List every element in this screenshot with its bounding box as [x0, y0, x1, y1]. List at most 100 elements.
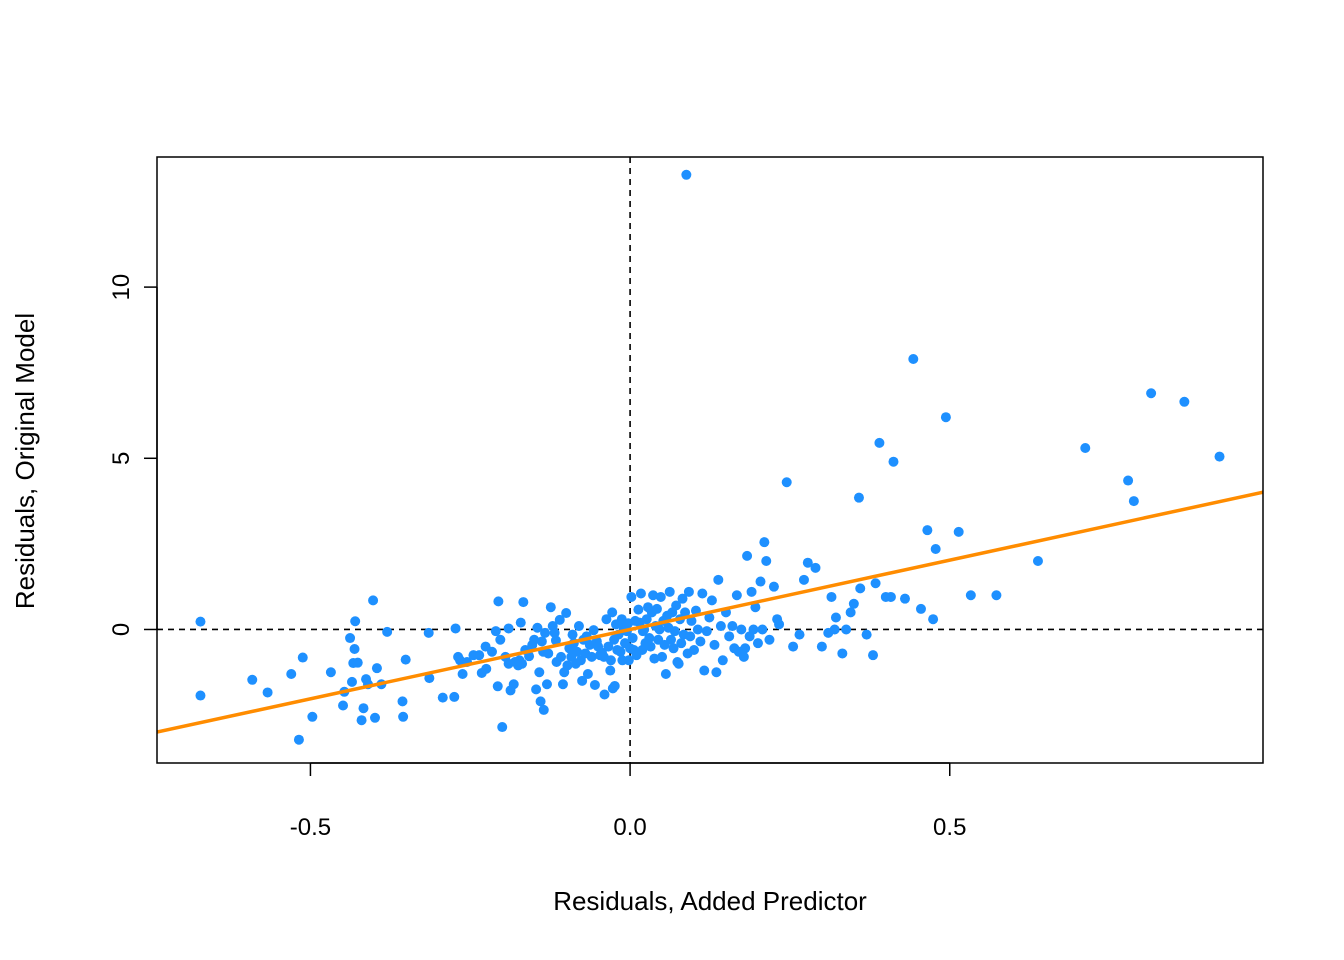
data-point	[1146, 388, 1157, 399]
data-point	[899, 593, 910, 604]
data-point	[802, 557, 813, 568]
data-point	[788, 641, 799, 652]
data-point	[701, 626, 712, 637]
data-point	[601, 614, 612, 625]
data-point	[529, 634, 540, 645]
data-point	[681, 169, 692, 180]
data-point	[607, 607, 618, 618]
data-point	[605, 665, 616, 676]
data-point	[641, 614, 652, 625]
data-point	[644, 633, 655, 644]
data-point	[623, 655, 634, 666]
x-axis: -0.5 0.0 0.5	[290, 762, 966, 841]
data-point	[1179, 396, 1190, 407]
data-point	[930, 544, 941, 555]
data-point	[382, 626, 393, 637]
reference-lines	[157, 157, 1263, 763]
data-point	[627, 633, 638, 644]
data-point	[572, 646, 583, 657]
data-point	[518, 597, 529, 608]
data-point	[761, 556, 772, 566]
data-point	[697, 588, 708, 599]
data-point	[486, 646, 497, 657]
data-point	[450, 623, 461, 634]
data-point	[645, 641, 656, 652]
data-point	[1128, 496, 1139, 507]
data-point	[692, 624, 703, 635]
data-point	[495, 634, 506, 645]
data-point	[493, 596, 504, 607]
data-point	[774, 619, 785, 630]
data-point	[742, 550, 753, 561]
data-point	[338, 700, 349, 711]
data-point	[577, 675, 588, 686]
data-point	[709, 639, 720, 650]
x-tick-label: -0.5	[290, 814, 331, 841]
data-point	[497, 722, 508, 733]
data-point	[492, 681, 503, 692]
data-point	[752, 638, 763, 649]
data-point	[586, 651, 597, 662]
data-point	[664, 586, 675, 597]
data-point	[356, 715, 367, 726]
data-point	[757, 624, 768, 635]
data-point	[669, 626, 680, 637]
data-point	[781, 477, 792, 488]
data-point	[794, 629, 805, 640]
data-point	[535, 696, 546, 707]
data-point	[423, 627, 434, 638]
data-point	[562, 660, 573, 671]
data-point	[845, 607, 856, 618]
data-point	[706, 595, 717, 606]
data-point	[457, 668, 468, 679]
data-point	[748, 624, 759, 635]
data-point	[915, 603, 926, 614]
data-point	[400, 654, 411, 665]
data-point	[1214, 451, 1225, 462]
data-point	[195, 690, 206, 701]
y-axis: 0 5 10	[108, 274, 158, 636]
data-point	[635, 588, 646, 599]
data-point	[557, 679, 568, 690]
data-point	[676, 638, 687, 649]
data-point	[655, 591, 666, 602]
y-tick-label: 5	[108, 452, 135, 465]
data-point	[750, 602, 761, 613]
data-point	[490, 626, 501, 637]
data-point	[556, 651, 567, 662]
data-point	[953, 526, 964, 537]
data-point	[826, 591, 837, 602]
data-point	[599, 689, 610, 700]
data-point	[545, 602, 556, 613]
data-point	[286, 668, 297, 679]
data-point	[654, 624, 665, 635]
data-point	[567, 629, 578, 640]
data-point	[885, 591, 896, 602]
x-tick-label: 0.0	[613, 814, 646, 841]
data-point	[350, 616, 361, 627]
data-point	[508, 679, 519, 690]
data-point	[582, 668, 593, 679]
data-point	[908, 354, 919, 364]
data-point	[868, 650, 879, 661]
fit-line-group	[157, 490, 1263, 734]
data-point	[740, 643, 751, 654]
data-point	[588, 625, 599, 636]
data-point	[554, 614, 565, 625]
data-point	[325, 667, 336, 678]
y-axis-title: Residuals, Original Model	[10, 313, 40, 609]
data-point	[816, 641, 827, 652]
data-point	[715, 621, 726, 632]
data-point	[540, 627, 551, 638]
data-point	[736, 624, 747, 635]
data-point	[1080, 443, 1091, 454]
data-point	[673, 658, 684, 669]
data-point	[345, 633, 356, 644]
data-point	[841, 624, 852, 635]
data-point	[531, 684, 542, 695]
data-point	[449, 691, 460, 702]
data-point	[759, 537, 770, 548]
data-point	[538, 704, 549, 715]
data-point	[346, 676, 357, 687]
